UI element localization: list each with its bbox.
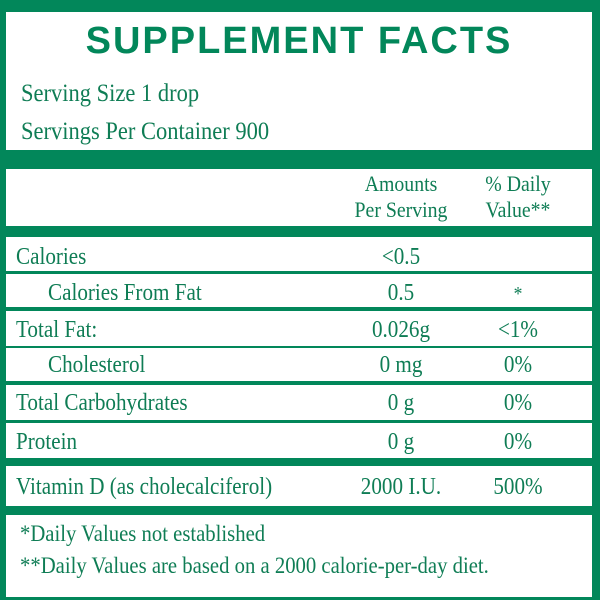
nutrient-row: Protein 0 g 0% bbox=[6, 423, 592, 458]
footnotes-panel: *Daily Values not established **Daily Va… bbox=[6, 515, 592, 597]
nutrient-dv: * bbox=[513, 283, 523, 305]
nutrient-amount: 0 mg bbox=[379, 352, 423, 378]
nutrient-dv: 500% bbox=[493, 474, 543, 500]
nutrient-name: Calories From Fat bbox=[48, 280, 202, 306]
nutrient-dv: <1% bbox=[497, 317, 539, 343]
daily-value-header: % Daily Value** bbox=[485, 171, 551, 222]
nutrient-row: Calories From Fat 0.5 * bbox=[6, 274, 592, 307]
nutrient-amount: 0.5 bbox=[387, 280, 415, 306]
label-title: SUPPLEMENT FACTS bbox=[85, 20, 513, 62]
nutrient-row: Total Carbohydrates 0 g 0% bbox=[6, 385, 592, 420]
nutrient-amount: 2000 I.U. bbox=[360, 474, 442, 500]
footnote: *Daily Values not established bbox=[20, 521, 266, 546]
nutrient-row: Total Fat: 0.026g <1% bbox=[6, 311, 592, 346]
nutrient-amount: 0.026g bbox=[371, 317, 431, 343]
nutrient-amount: <0.5 bbox=[381, 244, 421, 270]
nutrient-name: Protein bbox=[16, 429, 78, 455]
nutrient-name: Cholesterol bbox=[48, 352, 146, 378]
nutrient-row-vitamin-d: Vitamin D (as cholecalciferol) 2000 I.U.… bbox=[6, 466, 592, 506]
nutrient-amount: 0 g bbox=[387, 390, 415, 416]
header-panel: SUPPLEMENT FACTS Serving Size 1 drop Ser… bbox=[6, 12, 592, 150]
nutrient-row: Cholesterol 0 mg 0% bbox=[6, 348, 592, 381]
amounts-header: Amounts Per Serving bbox=[354, 171, 448, 222]
nutrient-name: Vitamin D (as cholecalciferol) bbox=[16, 474, 273, 500]
nutrient-name: Total Fat: bbox=[16, 317, 98, 343]
nutrient-name: Calories bbox=[16, 244, 87, 270]
nutrient-amount: 0 g bbox=[387, 429, 415, 455]
serving-size: Serving Size 1 drop bbox=[21, 80, 200, 107]
nutrient-dv: 0% bbox=[503, 390, 533, 416]
nutrient-dv: 0% bbox=[503, 352, 533, 378]
nutrient-dv: 0% bbox=[503, 429, 533, 455]
servings-per-container: Servings Per Container 900 bbox=[21, 118, 270, 145]
nutrient-row: Calories <0.5 bbox=[6, 237, 592, 271]
column-header-panel: Amounts Per Serving % Daily Value** bbox=[6, 169, 592, 226]
footnote: **Daily Values are based on a 2000 calor… bbox=[20, 553, 489, 578]
nutrient-name: Total Carbohydrates bbox=[16, 390, 188, 416]
